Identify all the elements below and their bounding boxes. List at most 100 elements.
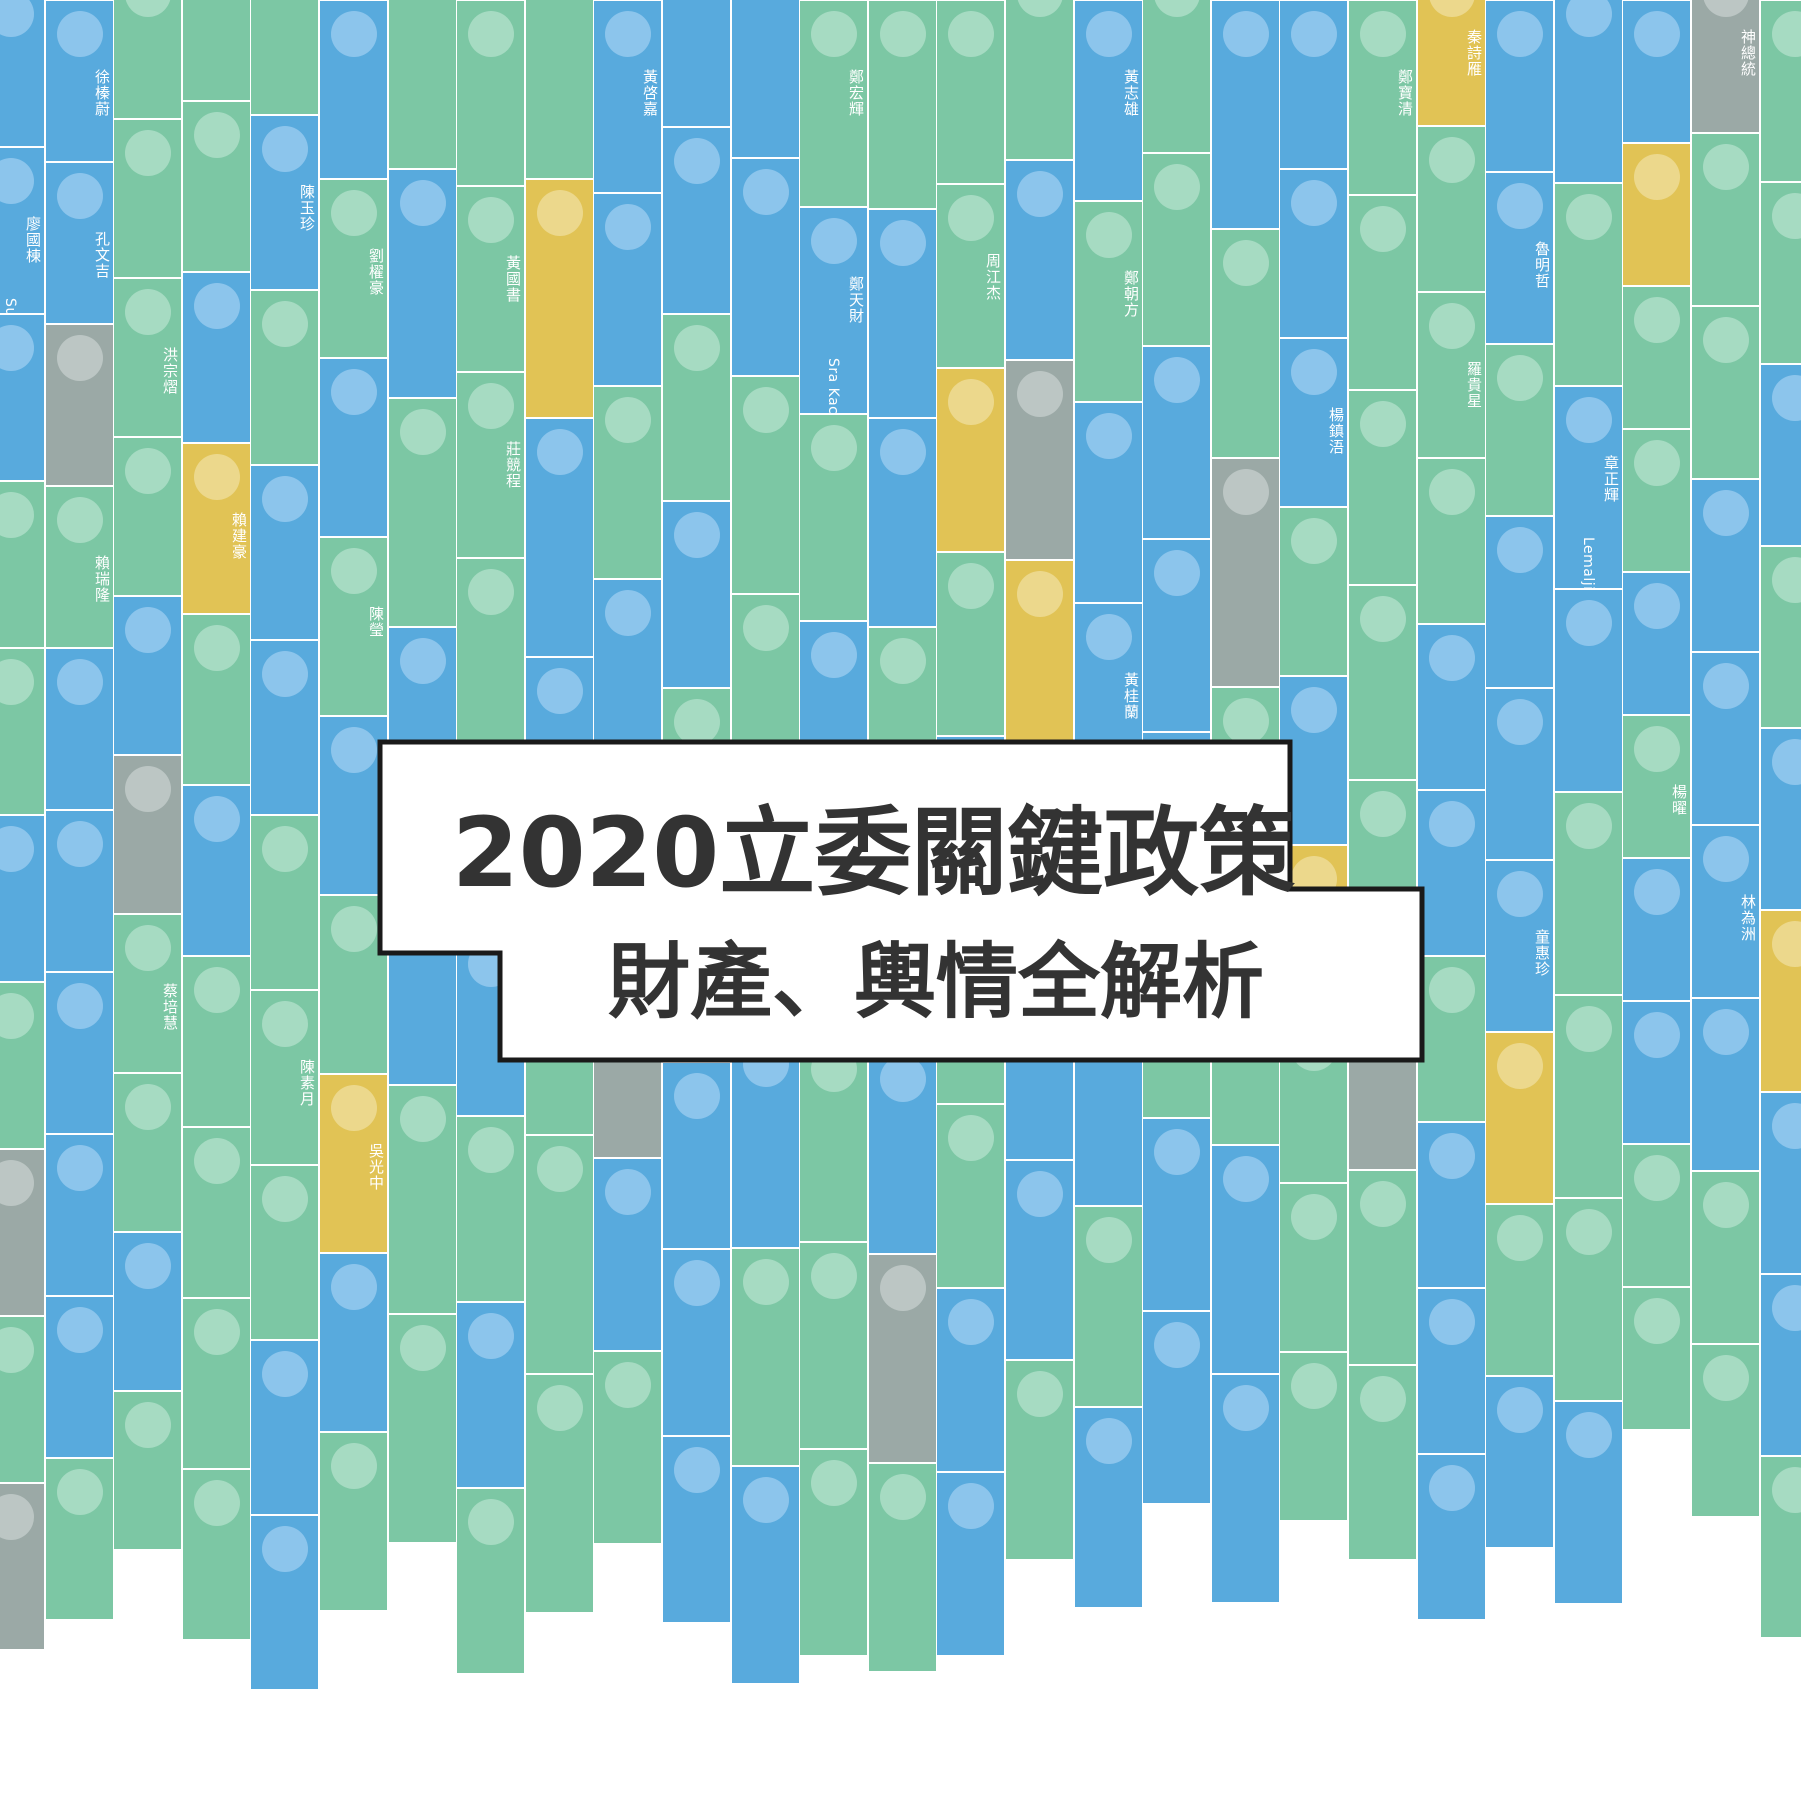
legislator-tile[interactable] xyxy=(731,1030,800,1248)
legislator-tile[interactable] xyxy=(1279,845,1348,1014)
legislator-tile[interactable] xyxy=(662,875,731,1062)
legislator-tile[interactable] xyxy=(1760,1456,1801,1638)
legislator-tile[interactable] xyxy=(1417,1288,1486,1454)
legislator-tile[interactable] xyxy=(456,1488,525,1674)
legislator-tile[interactable] xyxy=(1554,1401,1623,1604)
legislator-tile[interactable] xyxy=(1691,1344,1760,1517)
legislator-tile[interactable] xyxy=(0,1483,45,1650)
legislator-tile[interactable] xyxy=(662,1249,731,1436)
legislator-tile[interactable] xyxy=(1211,458,1280,687)
legislator-tile[interactable] xyxy=(182,101,251,272)
legislator-tile[interactable]: 蔡培慧 xyxy=(113,914,182,1073)
legislator-tile[interactable]: 劉櫂豪 xyxy=(319,179,388,358)
legislator-tile[interactable] xyxy=(45,1458,114,1620)
legislator-tile[interactable] xyxy=(936,736,1005,920)
legislator-tile[interactable]: 歐中 xyxy=(456,744,525,930)
legislator-tile[interactable] xyxy=(525,0,594,179)
legislator-tile[interactable] xyxy=(456,930,525,1116)
legislator-tile[interactable] xyxy=(1279,1183,1348,1352)
legislator-tile[interactable]: 陳素月 xyxy=(250,990,319,1165)
legislator-tile[interactable] xyxy=(799,1035,868,1242)
legislator-tile[interactable] xyxy=(1279,169,1348,338)
legislator-tile[interactable] xyxy=(1211,1145,1280,1374)
legislator-tile[interactable] xyxy=(936,1288,1005,1472)
legislator-tile[interactable] xyxy=(0,982,45,1149)
legislator-tile[interactable] xyxy=(1142,1118,1211,1311)
legislator-tile[interactable]: 莊競程 xyxy=(456,372,525,558)
legislator-tile[interactable] xyxy=(1485,1032,1554,1204)
legislator-tile[interactable] xyxy=(1348,390,1417,585)
legislator-tile[interactable] xyxy=(731,158,800,376)
legislator-tile[interactable] xyxy=(250,640,319,815)
legislator-tile[interactable] xyxy=(388,0,457,169)
legislator-tile[interactable] xyxy=(1691,652,1760,825)
legislator-tile[interactable]: 陳玉珍 xyxy=(250,115,319,290)
legislator-tile[interactable] xyxy=(182,1469,251,1640)
legislator-tile[interactable] xyxy=(868,418,937,627)
legislator-tile[interactable] xyxy=(868,627,937,836)
legislator-tile[interactable] xyxy=(525,896,594,1135)
legislator-tile[interactable] xyxy=(319,716,388,895)
legislator-tile[interactable] xyxy=(525,1374,594,1613)
legislator-tile[interactable] xyxy=(525,1135,594,1374)
legislator-tile[interactable]: 賴瑞隆 xyxy=(45,486,114,648)
legislator-tile[interactable] xyxy=(1554,589,1623,792)
legislator-tile[interactable]: 黃啓嘉 xyxy=(593,0,662,193)
legislator-tile[interactable] xyxy=(936,552,1005,736)
legislator-tile[interactable] xyxy=(182,1127,251,1298)
legislator-tile[interactable] xyxy=(1417,956,1486,1122)
legislator-tile[interactable] xyxy=(731,0,800,158)
legislator-tile[interactable] xyxy=(113,1391,182,1550)
legislator-tile[interactable] xyxy=(1279,1352,1348,1521)
legislator-tile[interactable] xyxy=(0,815,45,982)
legislator-tile[interactable] xyxy=(1005,1360,1074,1560)
legislator-tile[interactable] xyxy=(593,1351,662,1544)
legislator-tile[interactable] xyxy=(1691,998,1760,1171)
legislator-tile[interactable] xyxy=(45,324,114,486)
legislator-tile[interactable] xyxy=(593,965,662,1158)
legislator-tile[interactable] xyxy=(799,1449,868,1656)
legislator-tile[interactable] xyxy=(1691,133,1760,306)
legislator-tile[interactable] xyxy=(936,0,1005,184)
legislator-tile[interactable] xyxy=(113,596,182,755)
legislator-tile[interactable] xyxy=(319,358,388,537)
legislator-tile[interactable] xyxy=(936,1472,1005,1656)
legislator-tile[interactable] xyxy=(1622,1287,1691,1430)
legislator-tile[interactable] xyxy=(936,1104,1005,1288)
legislator-tile[interactable]: 鄭宏輝 xyxy=(799,0,868,207)
legislator-tile[interactable]: 周江杰 xyxy=(936,184,1005,368)
legislator-tile[interactable] xyxy=(182,785,251,956)
legislator-tile[interactable]: 羅貴星 xyxy=(1417,292,1486,458)
legislator-tile[interactable] xyxy=(1760,910,1801,1092)
legislator-tile[interactable] xyxy=(1760,1092,1801,1274)
legislator-tile[interactable] xyxy=(868,1045,937,1254)
legislator-tile[interactable] xyxy=(1417,1454,1486,1620)
legislator-tile[interactable] xyxy=(1279,507,1348,676)
legislator-tile[interactable] xyxy=(662,1436,731,1623)
legislator-tile[interactable] xyxy=(1279,0,1348,169)
legislator-tile[interactable] xyxy=(1211,0,1280,229)
legislator-tile[interactable] xyxy=(1417,624,1486,790)
legislator-tile[interactable] xyxy=(388,1085,457,1314)
legislator-tile[interactable] xyxy=(45,1296,114,1458)
legislator-tile[interactable] xyxy=(799,1242,868,1449)
legislator-tile[interactable] xyxy=(113,437,182,596)
legislator-tile[interactable] xyxy=(1760,182,1801,364)
legislator-tile[interactable] xyxy=(1279,1014,1348,1183)
legislator-tile[interactable] xyxy=(731,1466,800,1684)
legislator-tile[interactable] xyxy=(1005,560,1074,760)
legislator-tile[interactable] xyxy=(319,1253,388,1432)
legislator-tile[interactable] xyxy=(250,1515,319,1690)
legislator-tile[interactable] xyxy=(1142,539,1211,732)
legislator-tile[interactable] xyxy=(1074,402,1143,603)
legislator-tile[interactable] xyxy=(45,810,114,972)
legislator-tile[interactable] xyxy=(1005,360,1074,560)
legislator-tile[interactable]: 童惠珍 xyxy=(1485,860,1554,1032)
legislator-tile[interactable]: 魯明哲 xyxy=(1485,172,1554,344)
legislator-tile[interactable] xyxy=(113,755,182,914)
legislator-tile[interactable]: 楊鎮浯 xyxy=(1279,338,1348,507)
legislator-tile[interactable] xyxy=(868,1254,937,1463)
legislator-tile[interactable] xyxy=(1279,676,1348,845)
legislator-tile[interactable] xyxy=(1485,1204,1554,1376)
legislator-tile[interactable] xyxy=(45,1134,114,1296)
